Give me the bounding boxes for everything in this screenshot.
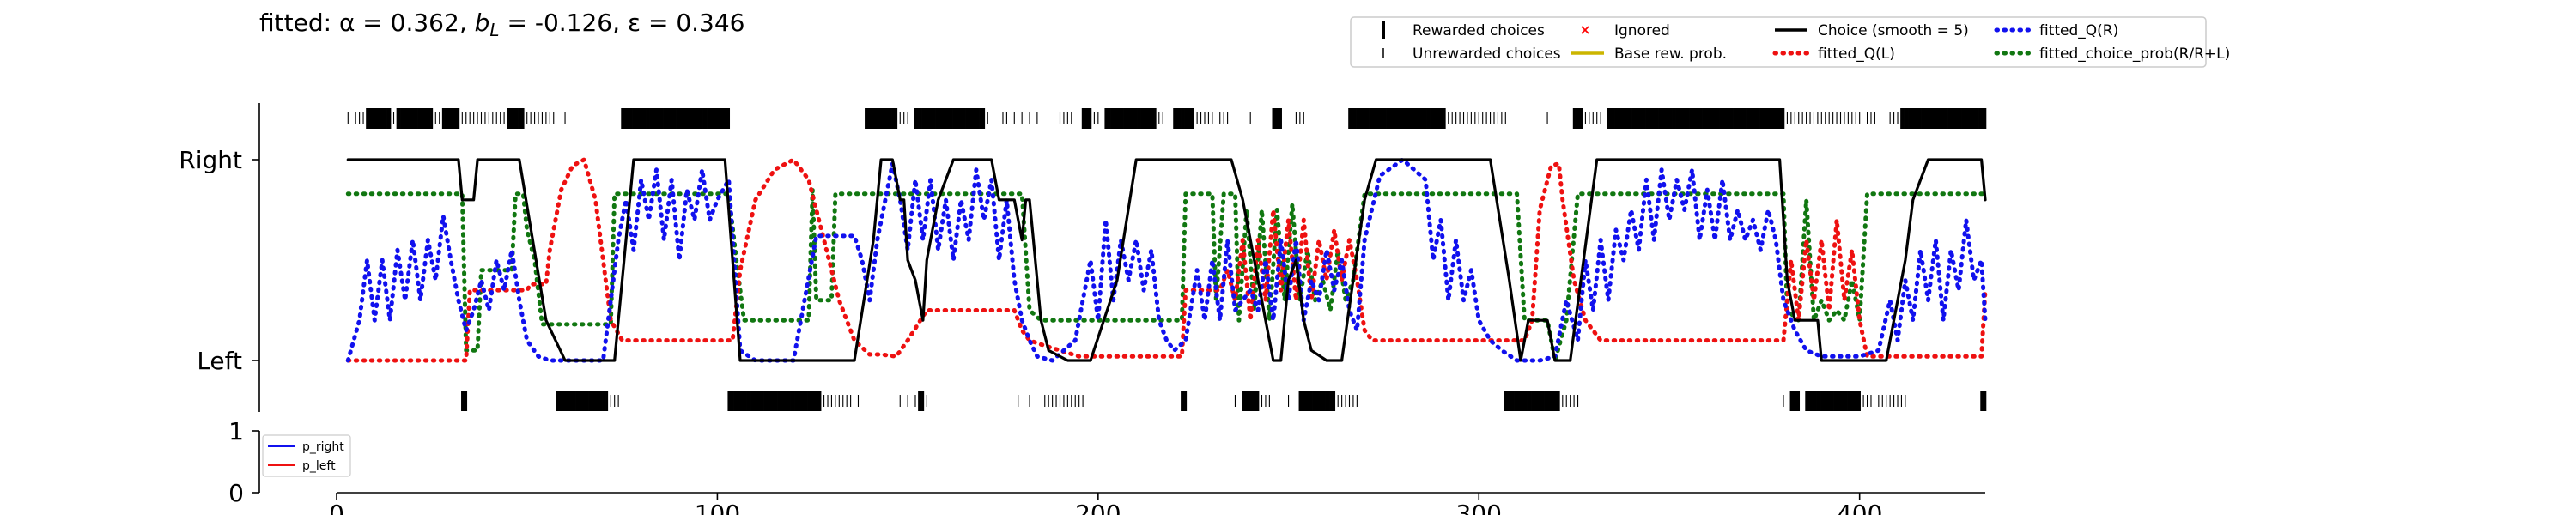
legend-label: Base rew. prob. [1614, 45, 1727, 63]
legend-label: Ignored [1614, 22, 1670, 39]
legend-item: Unrewarded choices [1382, 45, 1561, 63]
chart-title: fitted: α = 0.362, bL = -0.126, ε = 0.34… [259, 9, 744, 40]
legend-p-left-label: p_left [302, 459, 336, 473]
bottom-x-tick-label: 100 [695, 500, 740, 515]
title-epsilon: ε = 0.346 [628, 9, 745, 37]
title-prefix: fitted: [259, 9, 339, 37]
legend-frame [1350, 16, 2207, 68]
main-y-tick-label: Left [197, 347, 242, 375]
legend-item: fitted_Q(L) [1772, 45, 1895, 63]
legend-item: Ignored [1581, 22, 1670, 39]
title-sep-2: , [612, 9, 628, 37]
title-alpha: α = 0.362 [339, 9, 459, 37]
legend-item: fitted_choice_prob(R/R+L) [1994, 45, 2230, 63]
legend-label: fitted_choice_prob(R/R+L) [2039, 45, 2230, 63]
series-choice-smooth-5 [346, 158, 1987, 362]
bottom-y-tick-label: 1 [228, 417, 244, 445]
legend: Rewarded choices Unrewarded choices Ignore… [1350, 16, 2230, 68]
legend-item: Choice (smooth = 5) [1775, 22, 1969, 39]
title-b-symbol: b [475, 9, 490, 37]
title-sep-1: , [459, 9, 475, 37]
title-b-subscript: L [489, 20, 499, 40]
main-plot: Left Right [179, 103, 1988, 412]
series-fitted-q-r [345, 157, 1988, 363]
legend-label: fitted_Q(R) [2039, 22, 2118, 39]
rug-right-choices [347, 108, 1987, 129]
legend-label: Rewarded choices [1413, 22, 1545, 39]
legend-item: Base rew. prob. [1571, 45, 1727, 63]
legend-label: fitted_Q(L) [1818, 45, 1895, 63]
legend-label: Unrewarded choices [1413, 45, 1561, 63]
bottom-plot: 0 1 0 100 200 300 400 p_right p_left [228, 417, 1985, 515]
legend-label: Choice (smooth = 5) [1818, 22, 1969, 39]
bottom-legend: p_right p_left [262, 434, 351, 477]
rug-left-choices [461, 391, 1987, 411]
legend-item: fitted_Q(R) [1994, 22, 2118, 39]
title-b-rest: = -0.126 [500, 9, 613, 37]
bottom-x-tick-label: 300 [1456, 500, 1502, 515]
legend-item: Rewarded choices [1382, 21, 1545, 39]
bottom-x-tick-label: 200 [1075, 500, 1121, 515]
bottom-x-tick-label: 400 [1837, 500, 1882, 515]
legend-p-right-label: p_right [302, 440, 344, 454]
legend-swatch [1581, 26, 1589, 34]
main-y-tick-label: Right [179, 146, 242, 174]
bottom-x-tick-label: 0 [329, 500, 344, 515]
series-fitted-q-l [345, 157, 1988, 363]
bottom-y-tick-label: 0 [228, 479, 244, 507]
